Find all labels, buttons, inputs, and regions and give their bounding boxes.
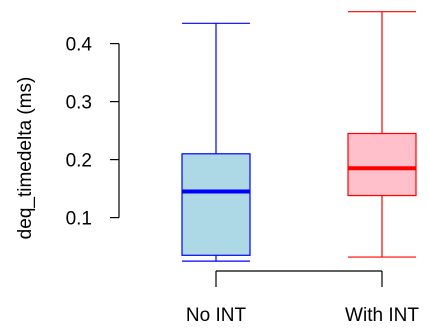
boxes [181, 11, 417, 262]
y-tick-label: 0.3 [66, 93, 92, 114]
box-no-int [181, 22, 251, 262]
iqr-box [347, 132, 417, 197]
y-axis: 0.1 0.2 0.3 0.4 [66, 35, 120, 230]
iqr-box [181, 153, 251, 256]
y-tick-label: 0.2 [66, 151, 92, 172]
x-tick-label: No INT [186, 305, 247, 326]
box-with-int [347, 11, 417, 258]
y-tick-label: 0.4 [66, 35, 93, 56]
x-tick-label: With INT [345, 305, 419, 326]
x-axis: No INT With INT [186, 270, 419, 326]
y-axis-title: deq_timedelta (ms) [15, 77, 36, 240]
y-tick-label: 0.1 [66, 209, 92, 230]
